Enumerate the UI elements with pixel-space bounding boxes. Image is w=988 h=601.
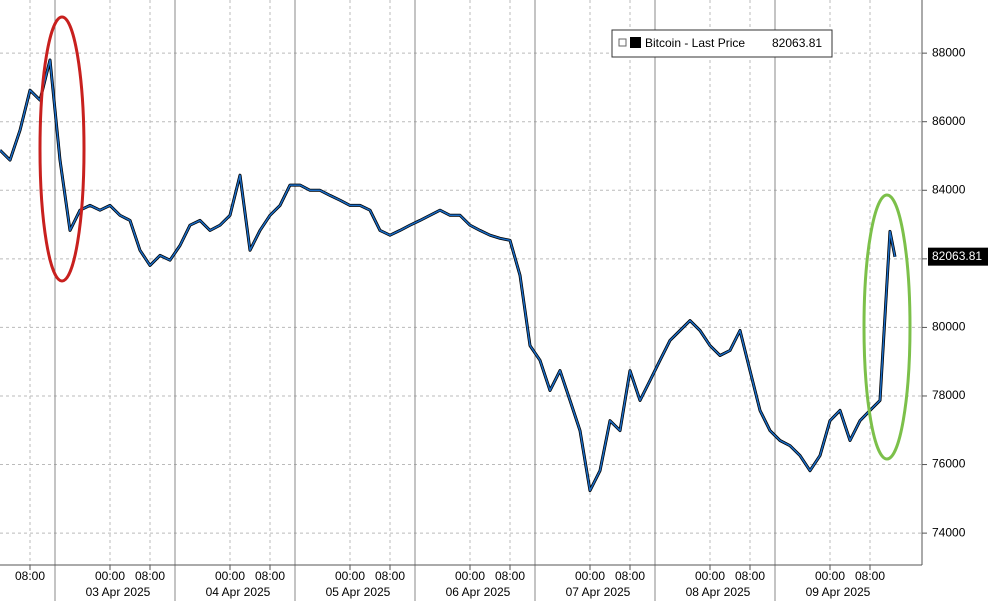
x-tick-label: 00:00 xyxy=(455,569,485,583)
legend-toggle xyxy=(618,38,627,47)
last-price-label: 82063.81 xyxy=(932,249,982,263)
highlight-oval xyxy=(862,193,912,461)
date-label: 03 Apr 2025 xyxy=(86,585,151,599)
x-tick-label: 08:00 xyxy=(735,569,765,583)
price-line xyxy=(0,59,896,492)
date-label: 06 Apr 2025 xyxy=(446,585,511,599)
x-tick-label: 00:00 xyxy=(215,569,245,583)
y-tick-label: 76000 xyxy=(932,457,966,471)
legend-swatch xyxy=(630,37,641,48)
last-price-marker xyxy=(928,247,988,266)
date-label: 07 Apr 2025 xyxy=(566,585,631,599)
x-tick-label: 00:00 xyxy=(695,569,725,583)
y-tick-label: 88000 xyxy=(932,45,966,59)
x-tick-label: 00:00 xyxy=(95,569,125,583)
x-tick-label: 00:00 xyxy=(575,569,605,583)
x-tick-label: 00:00 xyxy=(815,569,845,583)
x-tick-label: 08:00 xyxy=(855,569,885,583)
x-tick-label: 08:00 xyxy=(255,569,285,583)
x-tick-label: 08:00 xyxy=(135,569,165,583)
y-tick-label: 86000 xyxy=(932,114,966,128)
y-tick-label: 80000 xyxy=(932,320,966,334)
legend: Bitcoin - Last Price 82063.81 xyxy=(611,29,833,58)
legend-last-price: 82063.81 xyxy=(772,36,822,50)
x-tick-label: 08:00 xyxy=(15,569,45,583)
x-tick-label: 08:00 xyxy=(615,569,645,583)
plot-area xyxy=(0,0,922,601)
legend-box xyxy=(611,29,833,58)
x-tick-label: 00:00 xyxy=(335,569,365,583)
highlight-oval xyxy=(38,15,86,283)
y-tick-label: 78000 xyxy=(932,388,966,402)
y-tick-label: 74000 xyxy=(932,525,966,539)
x-tick-label: 08:00 xyxy=(495,569,525,583)
date-label: 05 Apr 2025 xyxy=(326,585,391,599)
x-tick-label: 08:00 xyxy=(375,569,405,583)
date-label: 04 Apr 2025 xyxy=(206,585,271,599)
legend-label: Bitcoin - Last Price xyxy=(645,36,745,50)
date-label: 09 Apr 2025 xyxy=(806,585,871,599)
y-tick-label: 84000 xyxy=(932,182,966,196)
date-label: 08 Apr 2025 xyxy=(686,585,751,599)
